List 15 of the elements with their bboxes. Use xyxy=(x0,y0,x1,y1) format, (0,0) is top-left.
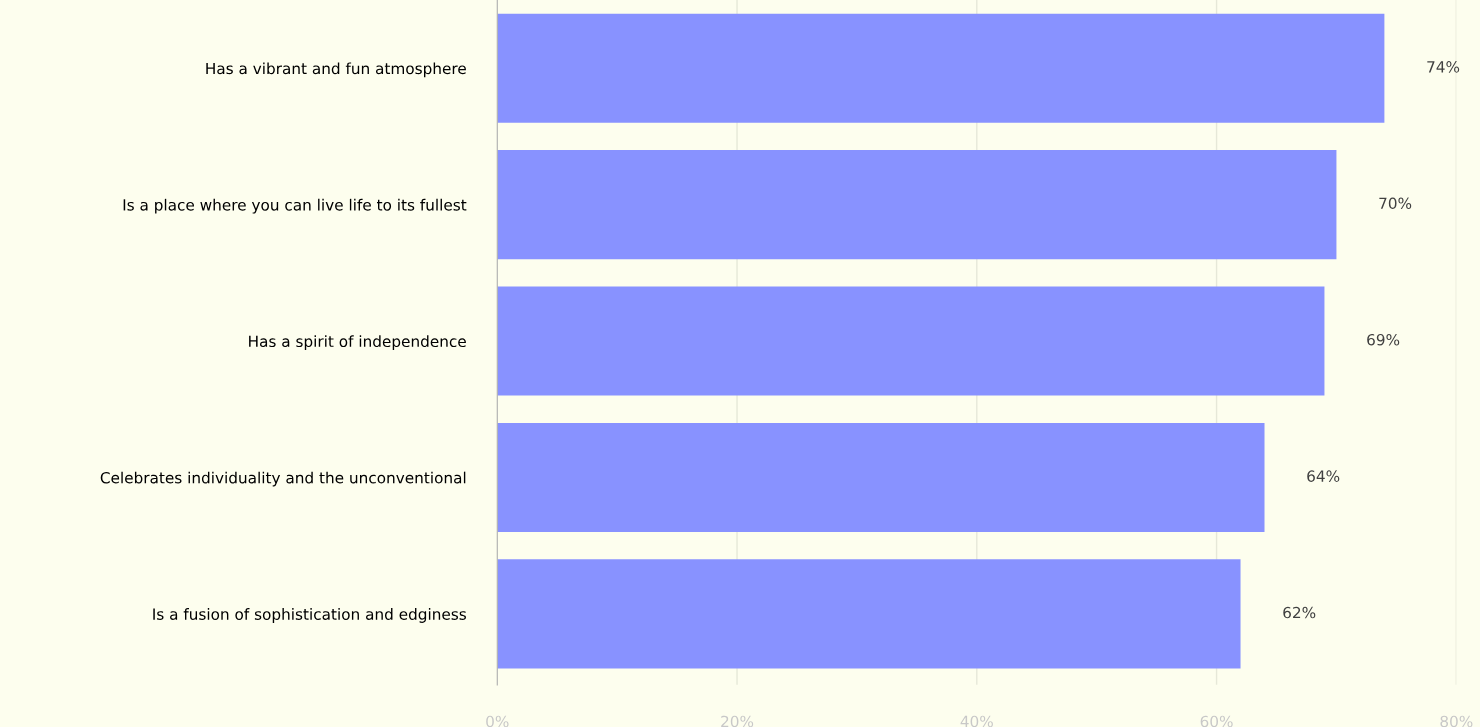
bar xyxy=(497,559,1241,669)
data-label: 62% xyxy=(1283,606,1316,619)
y-tick-label: Is a fusion of sophistication and edginess xyxy=(153,608,466,623)
bar xyxy=(497,13,1385,123)
bar xyxy=(497,150,1337,260)
bar xyxy=(497,422,1265,533)
y-tick-label: Has a spirit of independence xyxy=(249,335,466,351)
y-tick-label: Celebrates individuality and the unconventional xyxy=(100,471,466,487)
y-tick-label: Is a place where you can live life to its fullest xyxy=(123,198,467,214)
data-label: 74% xyxy=(1427,61,1460,73)
y-tick-label: Has a vibrant and fun atmosphere xyxy=(206,62,466,78)
data-label: 64% xyxy=(1307,470,1340,482)
bar xyxy=(497,286,1325,396)
data-label: 70% xyxy=(1379,197,1412,210)
data-label: 69% xyxy=(1367,333,1400,346)
